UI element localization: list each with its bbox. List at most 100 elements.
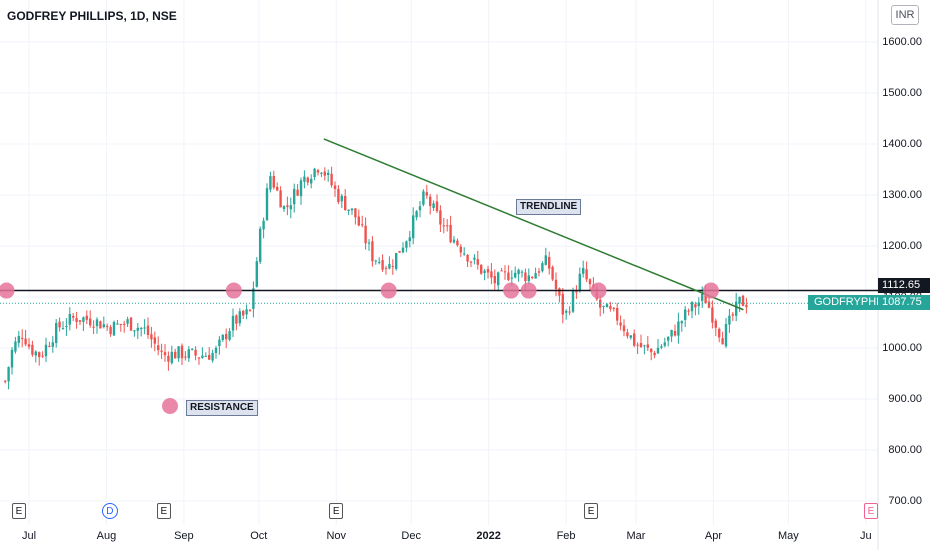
candle-down	[707, 301, 711, 308]
candle-up	[571, 290, 575, 312]
price-tick-label: 1200.00	[882, 240, 922, 252]
candle-down	[354, 208, 357, 218]
candle-up	[17, 336, 20, 343]
candle-up	[418, 206, 422, 211]
candle-down	[371, 241, 374, 262]
candle-down	[650, 348, 653, 353]
candle-down	[75, 318, 78, 322]
candle-down	[633, 333, 636, 346]
candle-down	[160, 350, 163, 352]
candle-up	[690, 302, 694, 312]
candle-up	[211, 352, 214, 361]
candle-up	[7, 367, 10, 382]
price-tick-label: 1500.00	[882, 87, 922, 99]
trendline-label: TRENDLINE	[516, 199, 582, 215]
time-tick-label: Mar	[626, 530, 646, 542]
price-tick-label: 800.00	[888, 444, 922, 456]
candle-down	[248, 309, 252, 311]
candle-up	[140, 328, 143, 330]
candle-up	[408, 237, 411, 242]
candle-up	[452, 239, 456, 243]
dividend-marker[interactable]: D	[101, 503, 118, 519]
resistance-touch-marker	[702, 282, 719, 299]
candle-up	[738, 296, 741, 304]
candle-down	[180, 345, 184, 359]
candle-up	[282, 206, 286, 210]
candle-up	[204, 355, 207, 357]
candle-down	[21, 337, 24, 339]
candle-down	[490, 271, 493, 278]
candle-down	[425, 192, 428, 196]
candle-up	[55, 323, 58, 344]
candle-up	[245, 309, 248, 315]
candle-up	[228, 331, 231, 340]
earnings-marker[interactable]: E	[12, 503, 26, 519]
candle-down	[279, 190, 282, 208]
candle-down	[323, 171, 326, 176]
candle-down	[357, 216, 360, 226]
last-price-label: 1087.75	[878, 295, 930, 310]
candle-up	[724, 324, 728, 347]
candle-down	[673, 330, 677, 336]
candle-up	[34, 351, 37, 356]
candle-up	[170, 351, 173, 364]
candle-up	[95, 319, 99, 327]
time-tick-label: 2022	[476, 530, 501, 542]
candle-up	[299, 180, 303, 197]
price-tick-label: 700.00	[888, 495, 922, 507]
candle-down	[612, 307, 615, 309]
candle-up	[697, 302, 700, 307]
candle-up	[255, 261, 258, 287]
candle-down	[687, 310, 690, 312]
earnings-marker[interactable]: E	[864, 503, 878, 519]
candle-down	[745, 304, 748, 308]
candle-up	[578, 273, 581, 292]
candle-down	[575, 291, 578, 293]
candle-down	[554, 279, 558, 290]
candle-down	[163, 352, 167, 356]
candle-down	[184, 356, 187, 358]
candle-up	[684, 309, 687, 320]
price-tick-label: 1400.00	[882, 138, 922, 150]
candle-down	[398, 250, 401, 253]
candle-down	[711, 307, 714, 323]
time-tick-label: Ju	[860, 530, 872, 542]
candle-up	[735, 301, 738, 316]
earnings-marker[interactable]: E	[584, 503, 599, 519]
candle-down	[551, 266, 554, 280]
candle-up	[289, 205, 292, 210]
candle-down	[561, 293, 564, 315]
chart-title: GODFREY PHILLIPS, 1D, NSE	[7, 9, 177, 23]
candle-down	[704, 293, 707, 304]
earnings-marker[interactable]: E	[156, 503, 171, 519]
resistance-touch-marker	[520, 282, 537, 299]
candle-down	[194, 349, 197, 356]
candle-up	[68, 313, 71, 325]
candle-up	[483, 270, 486, 274]
candle-down	[119, 323, 122, 325]
candle-up	[116, 323, 119, 325]
candle-down	[741, 295, 745, 306]
candle-down	[306, 177, 309, 183]
candle-up	[259, 228, 262, 262]
time-tick-label: May	[778, 530, 799, 542]
candle-up	[61, 328, 65, 330]
candle-up	[605, 304, 609, 308]
candle-up	[473, 257, 476, 260]
candle-up	[520, 271, 524, 273]
resistance-price-label: 1112.65	[878, 278, 930, 293]
candle-up	[374, 260, 377, 262]
candle-up	[51, 342, 54, 347]
candle-up	[510, 277, 513, 279]
candle-up	[238, 311, 241, 324]
currency-button[interactable]: INR	[891, 5, 919, 25]
candle-down	[714, 320, 717, 328]
time-tick-label: Sep	[174, 530, 194, 542]
price-tick-label: 1300.00	[882, 189, 922, 201]
earnings-marker[interactable]: E	[329, 503, 344, 519]
candle-down	[337, 188, 340, 203]
candle-down	[85, 315, 88, 320]
candle-up	[320, 172, 323, 174]
candle-up	[303, 176, 306, 182]
